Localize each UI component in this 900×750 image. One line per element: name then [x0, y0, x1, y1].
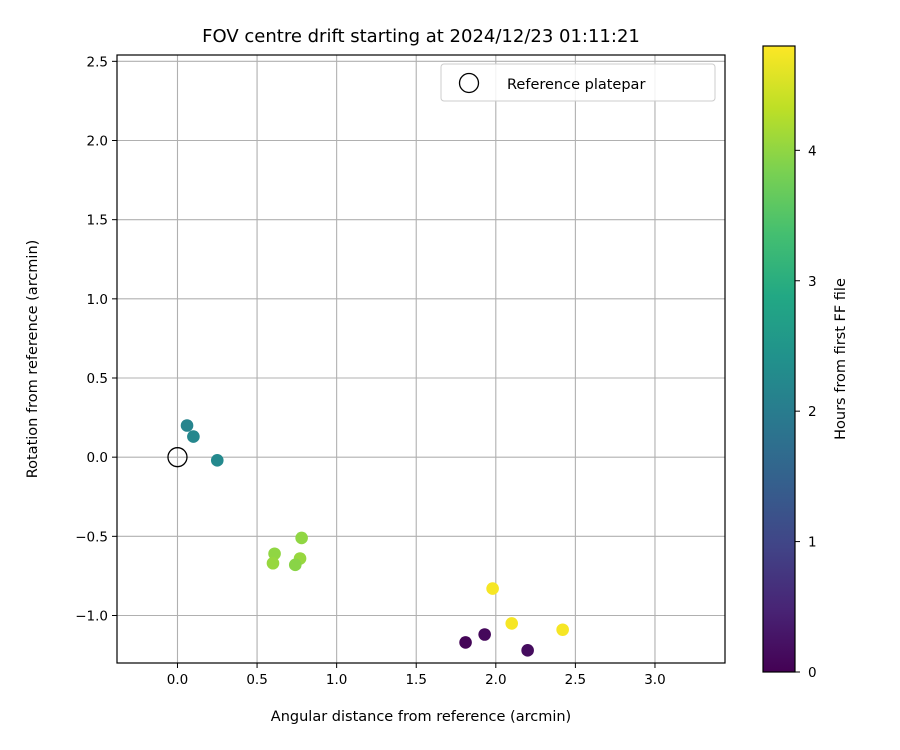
- data-points: [167, 419, 569, 657]
- data-point: [288, 558, 302, 572]
- chart-title: FOV centre drift starting at 2024/12/23 …: [202, 26, 640, 47]
- y-axis-label: Rotation from reference (arcmin): [25, 240, 41, 479]
- colorbar-ticks: 0 1 2 3 4: [795, 143, 817, 681]
- data-point: [486, 582, 499, 595]
- data-point: [210, 454, 224, 467]
- y-tick-label: 0.5: [87, 371, 108, 387]
- colorbar-tick-label: 3: [808, 274, 817, 290]
- colorbar: [762, 45, 796, 673]
- axis-ticks: 0.0 0.5 1.0 1.5 2.0 2.5 3.0 −1.0 −0.5 0.0 0.5 1.0 1.…: [75, 54, 665, 688]
- grid: [117, 55, 725, 663]
- y-tick-label: 1.5: [87, 213, 108, 229]
- colorbar-tick-label: 1: [808, 535, 817, 551]
- y-tick-label: 2.5: [87, 54, 108, 70]
- plot-frame: [116, 54, 726, 664]
- data-point: [478, 628, 491, 641]
- y-tick-label: −0.5: [75, 529, 108, 545]
- x-tick-label: 1.0: [326, 672, 347, 688]
- colorbar-label: Hours from first FF file: [833, 278, 849, 440]
- legend: Reference platepar: [440, 63, 716, 102]
- x-tick-label: 0.0: [167, 672, 188, 688]
- x-tick-label: 1.5: [405, 672, 426, 688]
- data-point: [187, 430, 200, 443]
- data-point: [521, 644, 534, 657]
- x-axis-label: Angular distance from reference (arcmin): [271, 709, 571, 725]
- y-tick-label: 0.0: [87, 450, 108, 466]
- colorbar-tick-label: 4: [808, 143, 817, 159]
- colorbar-tick-label: 0: [808, 665, 817, 681]
- y-tick-label: 1.0: [87, 292, 108, 308]
- y-tick-label: 2.0: [87, 134, 108, 150]
- data-point: [459, 636, 472, 649]
- data-point: [295, 531, 308, 545]
- data-point: [556, 623, 569, 637]
- legend-reference-marker: [458, 72, 480, 94]
- y-tick-label: −1.0: [75, 609, 108, 625]
- data-point: [268, 547, 281, 561]
- x-tick-label: 0.5: [246, 672, 267, 688]
- x-tick-label: 3.0: [644, 672, 665, 688]
- reference-platepar-marker: [167, 447, 188, 468]
- data-point: [180, 419, 194, 432]
- x-tick-label: 2.0: [485, 672, 506, 688]
- x-tick-label: 2.5: [565, 672, 586, 688]
- data-point: [505, 617, 519, 630]
- colorbar-tick-label: 2: [808, 404, 817, 420]
- legend-box: [440, 63, 716, 102]
- data-point: [266, 556, 280, 570]
- legend-label-reference: Reference platepar: [507, 77, 645, 93]
